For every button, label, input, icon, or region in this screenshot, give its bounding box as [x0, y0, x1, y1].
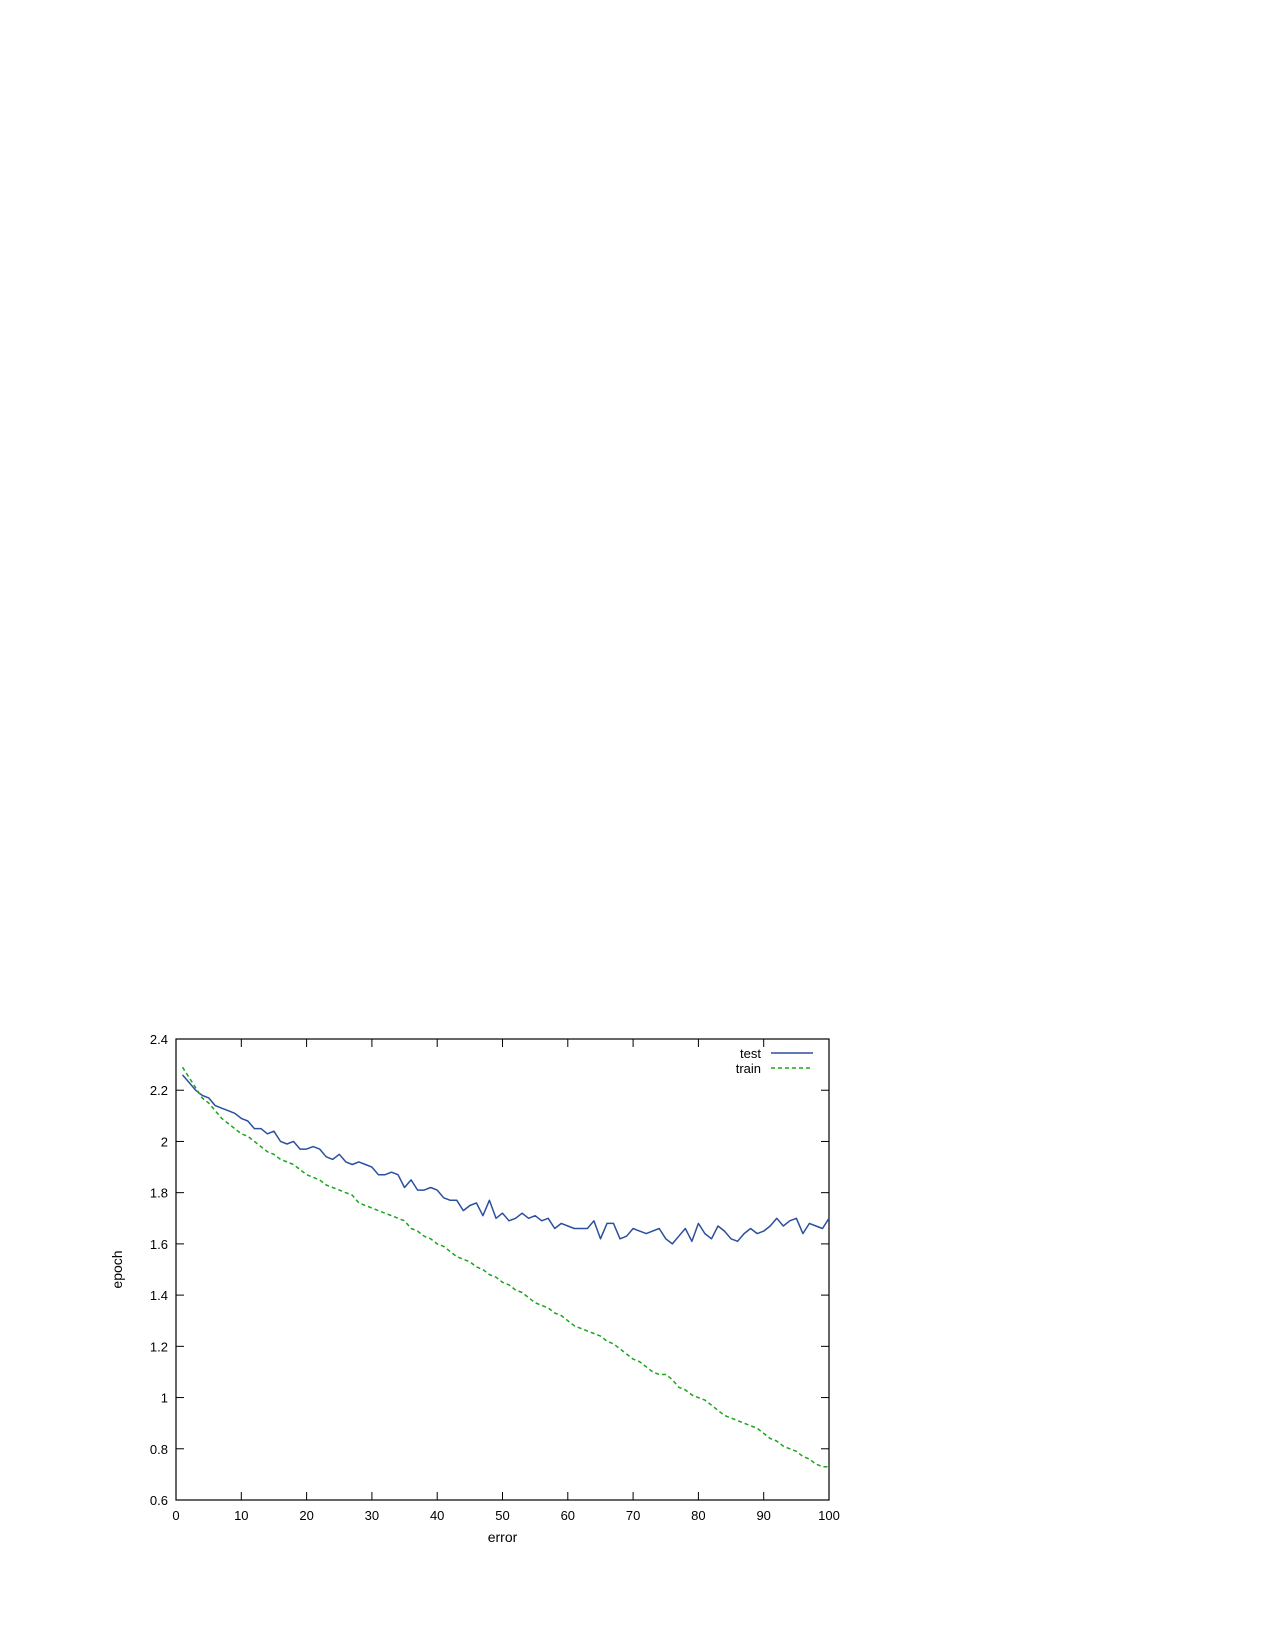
y-tick-label: 0.6: [150, 1493, 168, 1508]
y-tick-label: 1: [161, 1391, 168, 1406]
x-tick-label: 70: [626, 1508, 640, 1523]
plot-border: [175, 1038, 830, 1501]
y-tick-label: 0.8: [150, 1442, 168, 1457]
legend-label-train: train: [736, 1061, 761, 1076]
x-tick-label: 60: [561, 1508, 575, 1523]
y-tick-label: 2: [161, 1134, 168, 1149]
y-tick-label: 2.4: [150, 1032, 168, 1047]
x-tick-label: 10: [234, 1508, 248, 1523]
series-line-train: [181, 1066, 829, 1468]
y-axis-title: epoch: [109, 1250, 125, 1288]
y-tick-label: 1.8: [150, 1186, 168, 1201]
series-lines: [181, 1066, 830, 1468]
y-tick-label: 2.2: [150, 1083, 168, 1098]
axis-ticks: 0 10 20 30 40 50 60 70 80 90 100 0.6 0.8 1 1.2 1.4 1.6 1.…: [150, 1032, 840, 1523]
legend-label-test: test: [740, 1046, 761, 1061]
x-tick-label: 90: [756, 1508, 770, 1523]
y-tick-label: 1.6: [150, 1237, 168, 1252]
y-tick-label: 1.2: [150, 1339, 168, 1354]
y-tick-label: 1.4: [150, 1288, 168, 1303]
x-tick-label: 50: [495, 1508, 509, 1523]
x-tick-label: 80: [691, 1508, 705, 1523]
x-tick-label: 0: [172, 1508, 179, 1523]
x-axis-title: error: [488, 1529, 518, 1545]
x-tick-label: 40: [430, 1508, 444, 1523]
x-tick-label: 30: [365, 1508, 379, 1523]
x-tick-label: 20: [299, 1508, 313, 1523]
series-line-test: [181, 1074, 830, 1245]
x-tick-label: 100: [818, 1508, 840, 1523]
plot-area: [175, 1038, 830, 1501]
